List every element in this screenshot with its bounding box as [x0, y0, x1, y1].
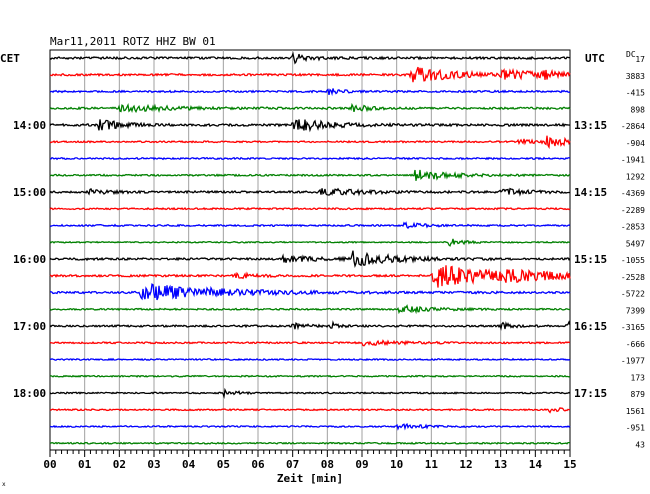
trace-line	[49, 387, 571, 399]
dc-label: DC	[626, 50, 636, 59]
cet-hour-label: 16:00	[13, 253, 46, 266]
dc-value-label: 1561	[626, 407, 645, 416]
utc-label: UTC	[585, 52, 605, 65]
trace-line	[49, 169, 571, 181]
trace-line	[49, 238, 571, 247]
x-tick-label: 12	[459, 458, 472, 471]
dc-value-label: -1941	[621, 156, 645, 165]
dc-value-label: 898	[631, 105, 646, 114]
plot-frame	[49, 49, 571, 451]
cet-hour-label: 15:00	[13, 186, 46, 199]
trace-line	[50, 283, 571, 301]
dc-value-label: 7399	[626, 306, 645, 315]
trace-line	[49, 265, 571, 288]
x-tick-label: 03	[147, 458, 160, 471]
corner-mark: x	[2, 481, 6, 488]
trace-line	[49, 206, 571, 211]
utc-hour-label: 13:15	[574, 119, 607, 132]
x-tick-label: 10	[390, 458, 403, 471]
dc-value-label: 17	[635, 55, 645, 64]
cet-hour-label: 18:00	[13, 387, 46, 400]
x-tick-label: 08	[321, 458, 334, 471]
dc-value-label: -904	[626, 139, 645, 148]
utc-hour-label: 15:15	[574, 253, 607, 266]
dc-value-label: 43	[635, 440, 645, 449]
trace-line	[49, 339, 571, 347]
x-tick-label: 00	[43, 458, 56, 471]
dc-value-label: -1055	[621, 256, 645, 265]
trace-line	[49, 135, 571, 150]
trace-line	[49, 88, 571, 97]
trace-line	[49, 441, 570, 445]
x-axis-label: Zeit [min]	[277, 472, 343, 485]
dc-value-label: 5497	[626, 239, 645, 248]
label-layer: 00 01 02 03 04 05 06 07 08 09 10 11 12 13 14 15 17 3883 -4…	[13, 55, 645, 471]
trace-line	[49, 357, 571, 362]
trace-line	[49, 66, 571, 83]
dc-value-label: -951	[626, 424, 645, 433]
dc-value-label: -2528	[621, 273, 645, 282]
x-tick-label: 02	[113, 458, 126, 471]
dc-value-label: 173	[631, 373, 646, 382]
trace-line	[49, 156, 571, 161]
dc-value-label: -2864	[621, 122, 645, 131]
cet-label: CET	[0, 52, 20, 65]
trace-line	[49, 119, 571, 133]
x-tick-label: 04	[182, 458, 196, 471]
x-tick-label: 14	[529, 458, 543, 471]
dc-value-label: -666	[626, 340, 645, 349]
chart-title: Mar11,2011 ROTZ HHZ BW 01	[50, 35, 216, 48]
dc-value-label: -1977	[621, 357, 645, 366]
x-tick-label: 07	[286, 458, 299, 471]
x-tick-label: 11	[425, 458, 439, 471]
trace-line	[49, 51, 571, 65]
dc-value-label: -4369	[621, 189, 645, 198]
utc-hour-label: 16:15	[574, 320, 607, 333]
trace-line	[49, 250, 571, 268]
dc-value-label: 1292	[626, 172, 645, 181]
utc-hour-label: 17:15	[574, 387, 607, 400]
trace-line	[49, 422, 571, 431]
dc-value-label: 3883	[626, 72, 645, 81]
x-tick-label: 05	[217, 458, 230, 471]
trace-line	[49, 374, 571, 378]
trace-line	[49, 406, 571, 414]
cet-hour-label: 14:00	[13, 119, 46, 132]
dc-value-label: -2289	[621, 206, 645, 215]
dc-value-label: -2853	[621, 223, 645, 232]
x-tick-label: 06	[251, 458, 265, 471]
cet-hour-label: 17:00	[13, 320, 46, 333]
x-tick-label: 09	[355, 458, 368, 471]
dc-value-label: 879	[631, 390, 646, 399]
dc-value-label: -3165	[621, 323, 645, 332]
dc-value-label: -415	[626, 89, 645, 98]
utc-hour-label: 14:15	[574, 186, 607, 199]
trace-line	[49, 187, 571, 197]
x-tick-label: 13	[494, 458, 507, 471]
trace-line	[49, 320, 571, 331]
trace-layer	[49, 51, 571, 445]
trace-line	[49, 102, 571, 114]
grid-layer	[49, 49, 571, 457]
x-tick-label: 15	[563, 458, 576, 471]
trace-line	[49, 304, 571, 315]
trace-line	[49, 221, 571, 230]
dc-value-label: -5722	[621, 290, 645, 299]
x-tick-label: 01	[78, 458, 92, 471]
